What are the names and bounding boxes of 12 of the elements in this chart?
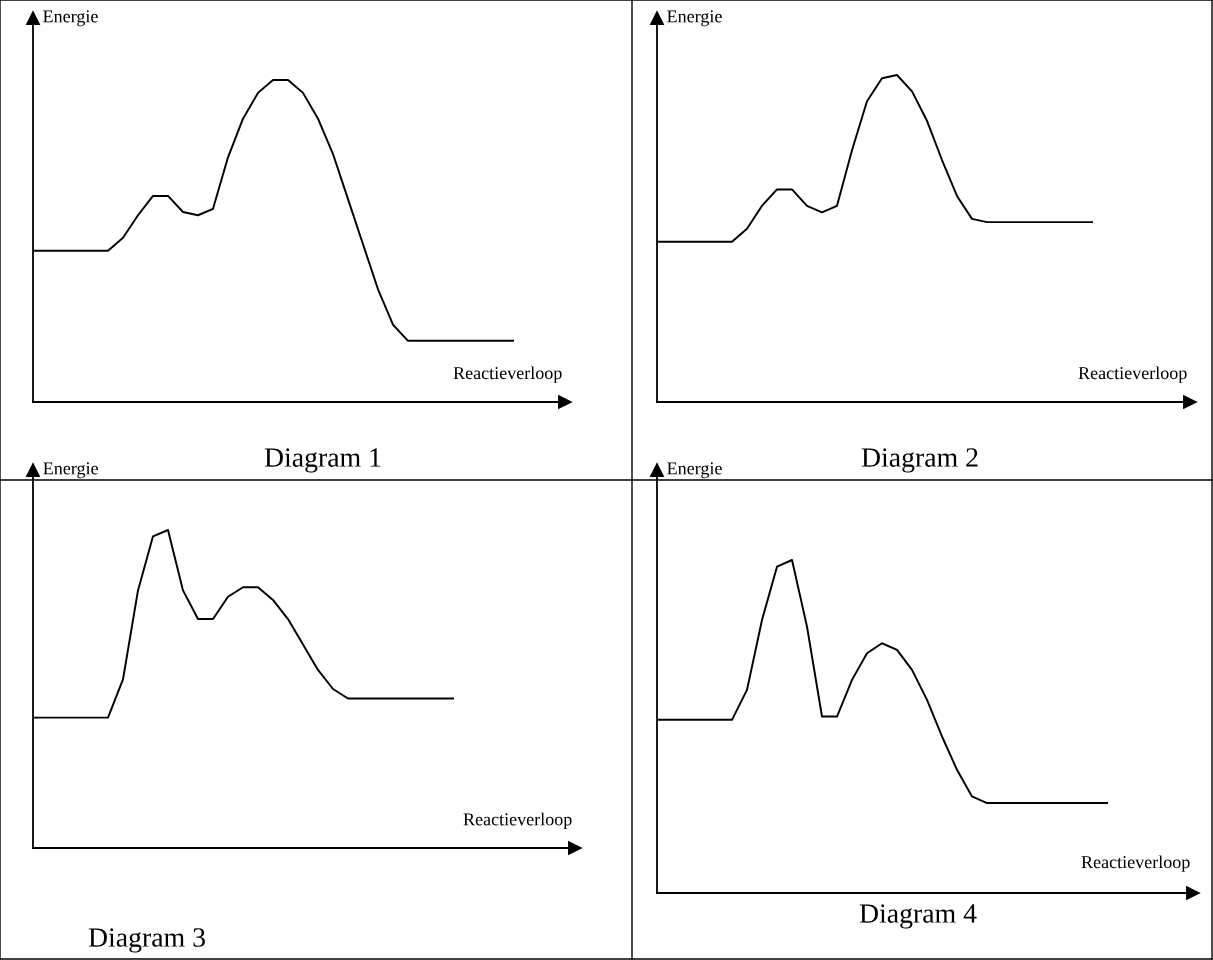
x-axis-title: Reactieverloop [453, 366, 562, 383]
text: Diagram 4 [859, 904, 977, 929]
y-axis-title: Energie [43, 462, 98, 479]
x-axis-title: Reactieverloop [463, 812, 572, 830]
text: Diagram 1 [264, 448, 381, 473]
text: Diagram 3 [88, 928, 205, 953]
x-axis-title: Reactieverloop [1078, 366, 1187, 383]
y-axis-title: Energie [43, 10, 98, 27]
y-axis-title: Energie [667, 10, 722, 27]
y-axis-title: Energie [667, 462, 722, 479]
x-axis-title: Reactieverloop [1081, 855, 1190, 872]
text: Diagram 2 [861, 448, 978, 473]
